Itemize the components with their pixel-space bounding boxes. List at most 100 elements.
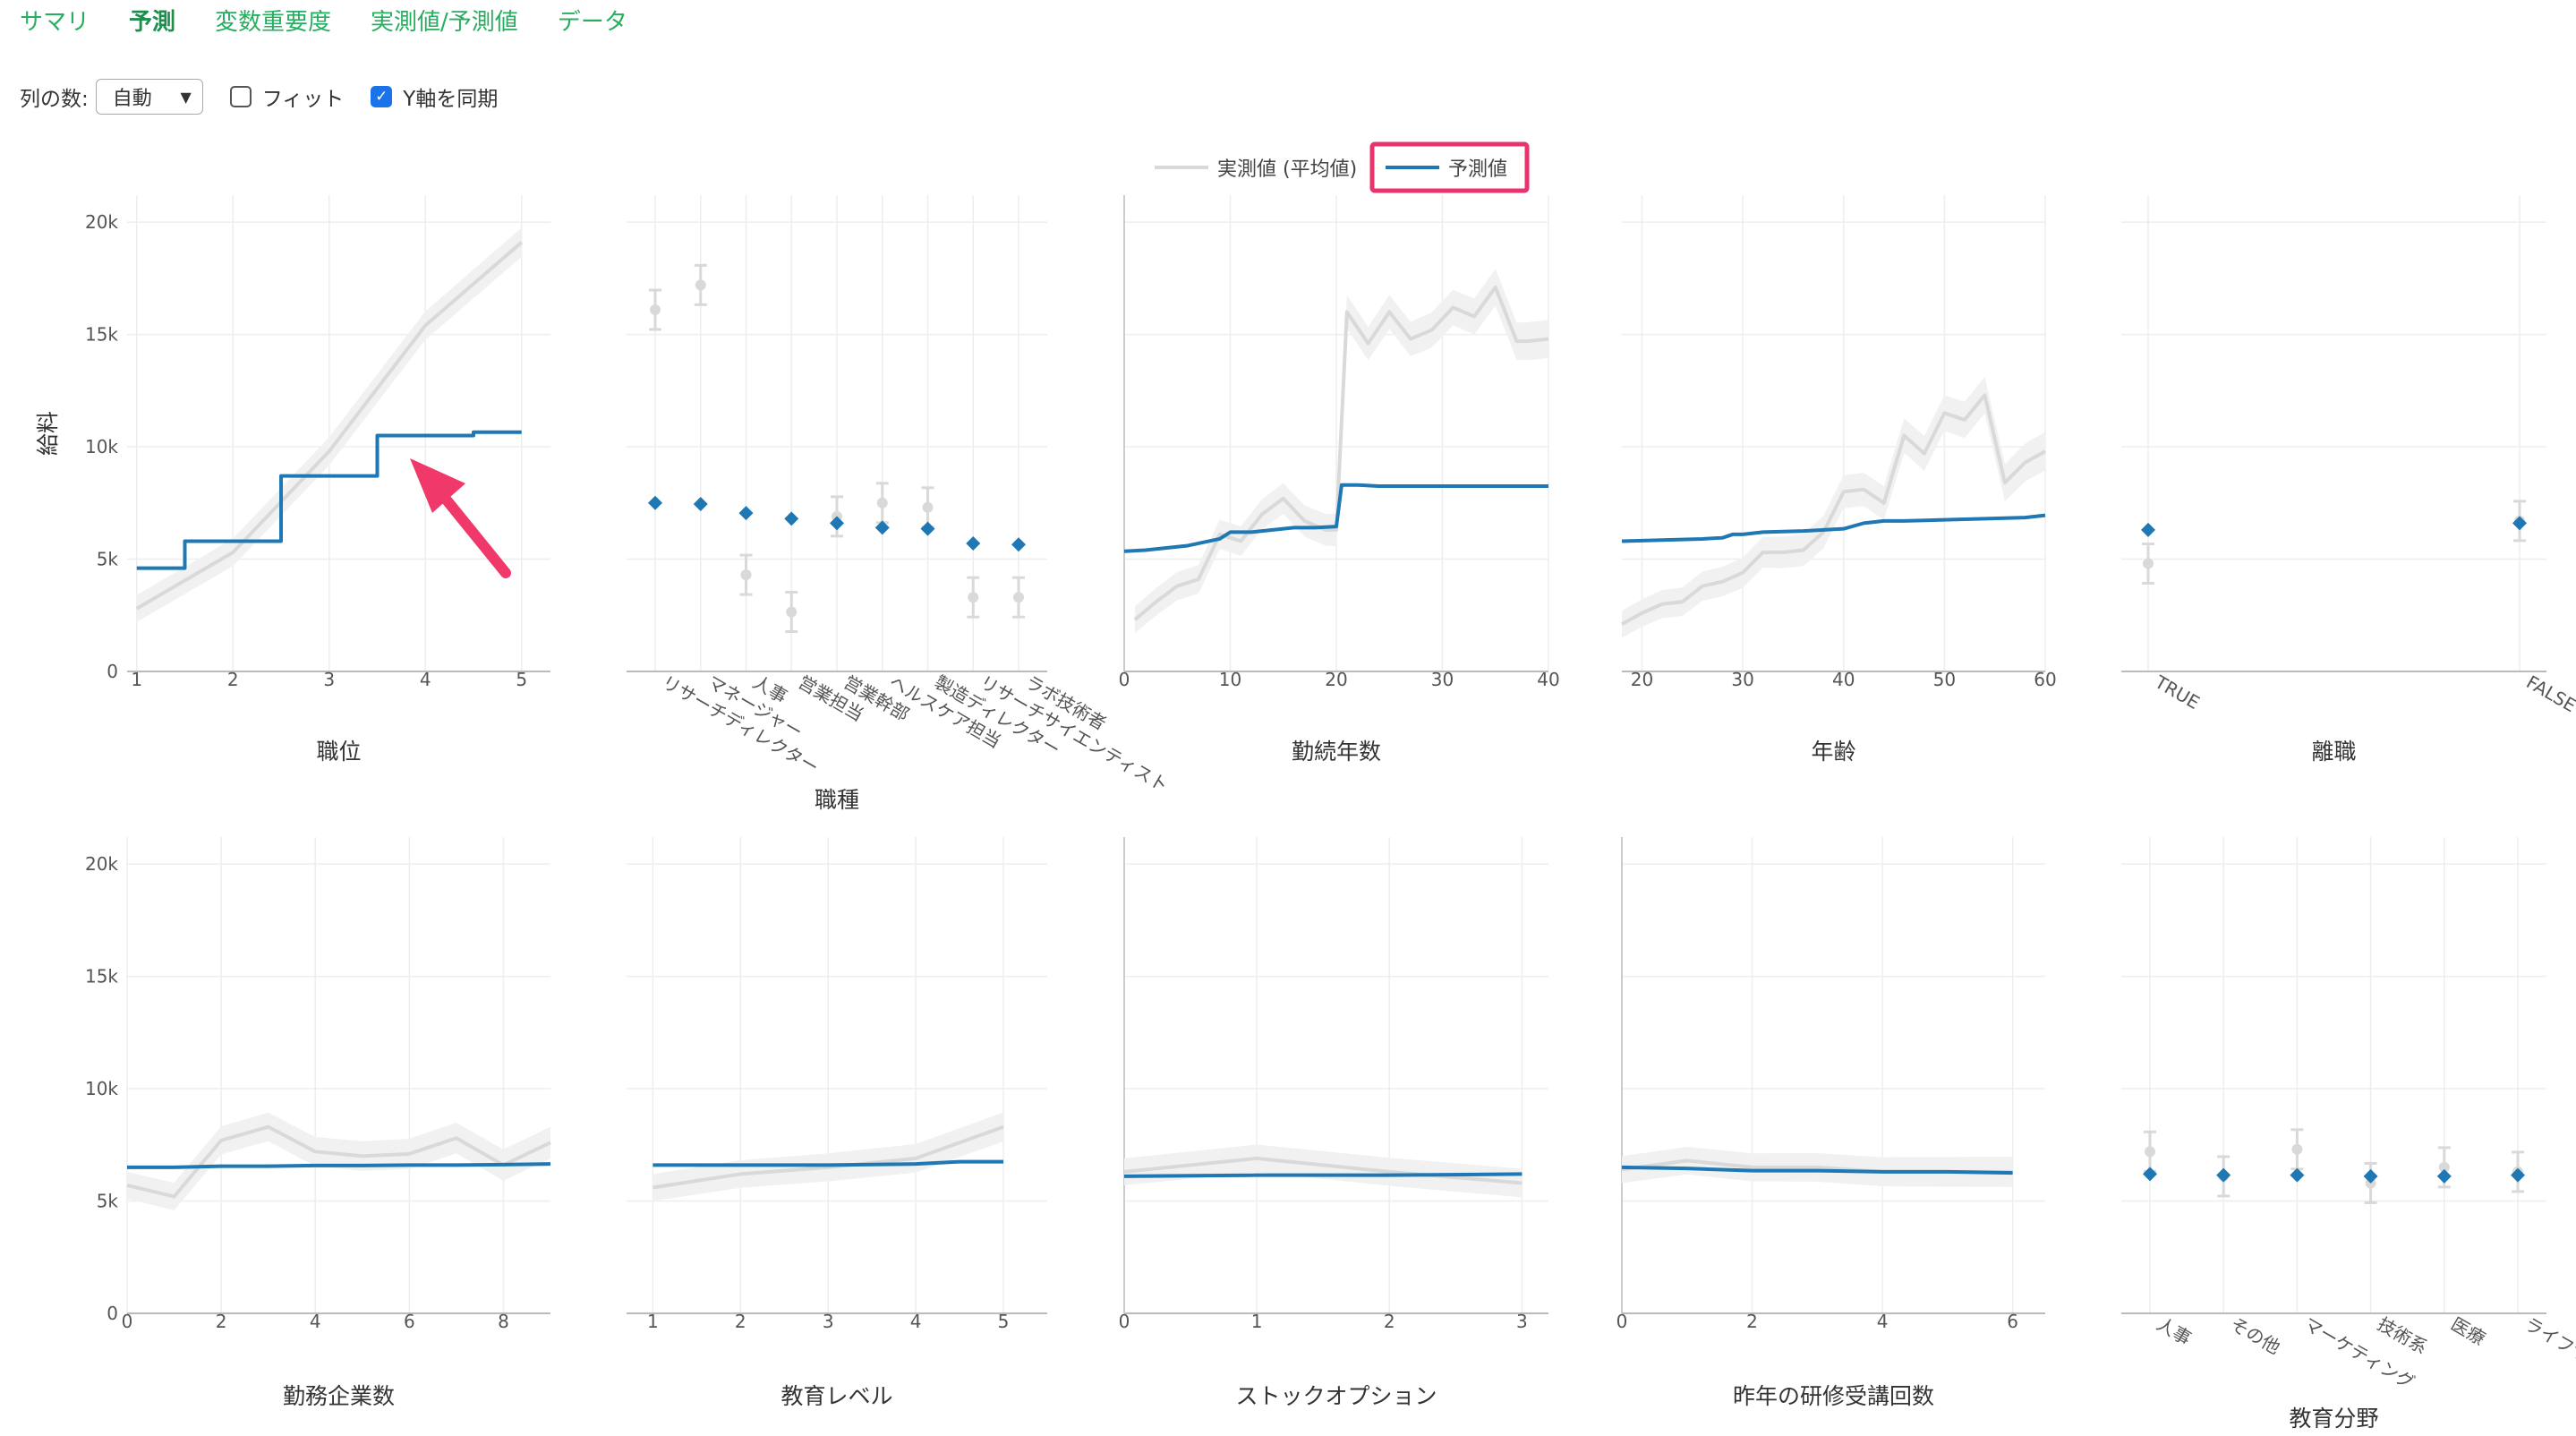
x-tick-label: 6 — [404, 1311, 415, 1332]
columns-select[interactable]: 自動 ▼ — [95, 79, 203, 115]
predicted-series-line — [1621, 513, 2046, 543]
x-tick-label: 5 — [516, 669, 527, 690]
x-axis-title: 職種 — [815, 787, 859, 813]
predicted-point — [784, 511, 799, 526]
actual-confidence-band — [1622, 376, 2045, 638]
chart-panel-1: 0 5k 10k 15k 20k 1 2 3 4 5 職位 — [85, 195, 550, 765]
y-tick-label: 10k — [85, 436, 118, 457]
tab-variable-importance[interactable]: 変数重要度 — [215, 9, 332, 36]
predicted-series-line — [127, 1162, 551, 1169]
actual-confidence-band — [653, 1112, 1004, 1201]
x-tick-label: 1 — [131, 669, 142, 690]
chart-panel-7: 1 2 3 4 5 教育レベル — [627, 837, 1047, 1409]
predicted-point — [2141, 522, 2155, 537]
x-tick-label: 2 — [1384, 1311, 1395, 1332]
x-axis-title: 勤務企業数 — [283, 1383, 395, 1409]
chart-controls: 列の数: 自動 ▼ フィット ✓ Y軸を同期 — [20, 79, 498, 115]
fit-label[interactable]: フィット — [261, 88, 345, 111]
actual-series-line — [1133, 285, 1549, 621]
x-tick-label: 40 — [1832, 669, 1855, 690]
tab-actual-vs-predicted[interactable]: 実測値/予測値 — [371, 9, 518, 36]
tab-summary[interactable]: サマリ — [20, 9, 90, 36]
actual-confidence-band — [127, 1112, 550, 1210]
predicted-series-line — [136, 430, 522, 570]
x-tick-label: リサーチサイエンティスト — [977, 671, 1173, 797]
legend-highlight-box — [1369, 141, 1530, 193]
x-axis-title: 離職 — [2311, 739, 2356, 765]
predicted-series-line — [1621, 1165, 2013, 1175]
predicted-point — [966, 535, 981, 551]
predicted-series-line — [1123, 483, 1548, 553]
x-tick-label: 30 — [1431, 669, 1454, 690]
chart-panel-8: 0 1 2 3 ストックオプション — [1119, 837, 1548, 1409]
actual-point — [922, 501, 934, 513]
chart-panel-4: 20 30 40 50 60 年齢 — [1621, 195, 2057, 765]
legend-predicted-label[interactable]: 予測値 — [1448, 158, 1507, 181]
x-tick-label: 20 — [1631, 669, 1653, 690]
predicted-point — [738, 506, 754, 521]
y-tick-label: 0 — [107, 1303, 118, 1324]
actual-point — [2438, 1161, 2450, 1173]
chart-panel-3: 0 10 20 30 40 勤続年数 — [1119, 195, 1560, 765]
actual-point — [876, 497, 888, 509]
actual-point — [786, 606, 798, 618]
x-tick-label: FALSE — [2523, 671, 2576, 717]
x-tick-label: 10 — [1219, 669, 1241, 690]
predicted-point — [648, 495, 662, 510]
x-axis-title: 教育分野 — [2289, 1406, 2378, 1432]
x-tick-label: 2 — [216, 1311, 227, 1332]
x-tick-label: 30 — [1731, 669, 1753, 690]
y-tick-label: 0 — [107, 661, 118, 682]
fit-checkbox[interactable] — [229, 86, 252, 107]
x-tick-label: 4 — [910, 1311, 922, 1332]
x-tick-label: ライフサイエンス — [2521, 1313, 2576, 1403]
predicted-series-line — [653, 1159, 1004, 1167]
chart-panel-5: TRUE FALSE 離職 — [2121, 195, 2576, 765]
x-axis-title: 職位 — [316, 739, 361, 765]
predicted-point — [920, 521, 935, 536]
predicted-series-line — [1123, 1172, 1523, 1178]
x-axis-title: 年齢 — [1811, 739, 1855, 765]
actual-point — [1013, 592, 1024, 603]
x-tick-label: 1 — [647, 1311, 659, 1332]
actual-point — [968, 592, 979, 603]
tab-bar: サマリ 予測 変数重要度 実測値/予測値 データ — [20, 4, 627, 37]
x-tick-label: 40 — [1537, 669, 1559, 690]
y-tick-label: 15k — [85, 324, 118, 346]
annotation-arrow-icon — [410, 458, 511, 578]
sync-y-label[interactable]: Y軸を同期 — [403, 88, 499, 111]
x-tick-label: 3 — [323, 669, 335, 690]
actual-point — [740, 569, 752, 581]
x-tick-label: 6 — [2007, 1311, 2018, 1332]
tab-prediction[interactable]: 予測 — [129, 9, 176, 36]
columns-select-value: 自動 — [112, 88, 152, 110]
predicted-point — [2363, 1168, 2378, 1184]
legend-actual-label[interactable]: 実測値 (平均値) — [1217, 158, 1357, 181]
y-tick-label: 5k — [97, 1191, 119, 1212]
chart-legend: 実測値 (平均値) 予測値 — [1155, 141, 1530, 193]
x-tick-label: 技術系 — [2374, 1313, 2431, 1359]
x-tick-label: 4 — [310, 1311, 321, 1332]
actual-series-line — [135, 241, 524, 611]
y-axis-title: 給料 — [35, 411, 61, 456]
y-tick-label: 20k — [85, 211, 118, 233]
x-tick-label: 3 — [823, 1311, 834, 1332]
x-tick-label: 8 — [498, 1311, 509, 1332]
predicted-point — [2436, 1168, 2452, 1184]
tab-data[interactable]: データ — [557, 9, 627, 36]
predicted-point — [874, 520, 890, 535]
actual-confidence-band — [1124, 1144, 1523, 1198]
x-tick-label: 2 — [735, 1311, 746, 1332]
predicted-point — [2216, 1167, 2231, 1183]
x-tick-label: 人事 — [2154, 1313, 2196, 1350]
predicted-point — [2143, 1167, 2157, 1182]
predicted-point — [2290, 1167, 2305, 1183]
predicted-point — [830, 516, 844, 531]
x-tick-label: 60 — [2034, 669, 2056, 690]
y-tick-label: 20k — [85, 853, 118, 875]
sync-y-checkbox[interactable]: ✓ — [371, 86, 393, 107]
x-tick-label: 5 — [998, 1311, 1010, 1332]
